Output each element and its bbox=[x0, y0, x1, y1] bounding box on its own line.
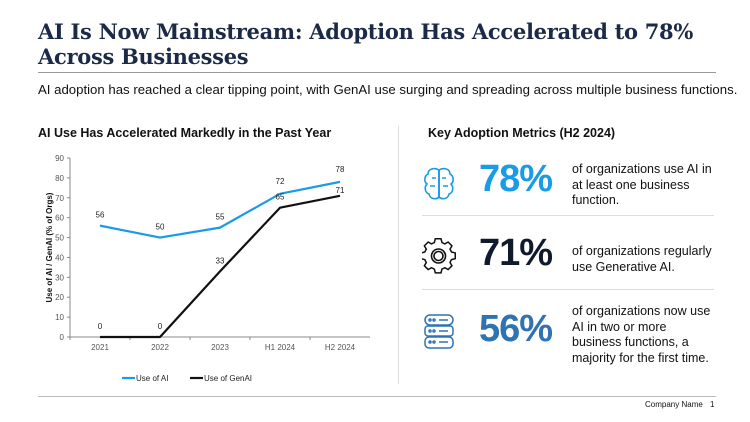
subtitle: AI adoption has reached a clear tipping … bbox=[38, 82, 738, 97]
metric-description: of organizations now use AI in two or mor… bbox=[572, 304, 711, 365]
page-title: AI Is Now Mainstream: Adoption Has Accel… bbox=[38, 19, 694, 69]
section-divider bbox=[398, 126, 399, 384]
y-axis-label: Use of AI / GenAI (% of Orgs) bbox=[45, 192, 54, 302]
data-label: 0 bbox=[158, 322, 163, 331]
data-label: 0 bbox=[98, 322, 103, 331]
y-tick-label: 30 bbox=[55, 273, 64, 282]
y-tick-label: 20 bbox=[55, 293, 64, 302]
y-tick-label: 80 bbox=[55, 174, 64, 183]
y-tick-label: 90 bbox=[55, 154, 64, 163]
metric-ai-use: 78% of organizations use AI in at least o… bbox=[422, 150, 716, 220]
data-label: 55 bbox=[216, 213, 225, 222]
metric-value: 78% bbox=[479, 158, 553, 200]
gear-icon bbox=[422, 237, 456, 274]
page-number: 1 bbox=[710, 400, 715, 409]
metric-description: of organizations use AI in at least one b… bbox=[572, 162, 712, 207]
y-tick-label: 70 bbox=[55, 194, 64, 203]
legend-label: Use of GenAI bbox=[204, 374, 252, 383]
series-line-1 bbox=[100, 194, 341, 339]
data-label: 71 bbox=[336, 186, 345, 195]
y-tick-label: 50 bbox=[55, 234, 64, 243]
metric-value: 71% bbox=[479, 232, 553, 274]
data-label: 65 bbox=[276, 193, 285, 202]
x-tick-label: H1 2024 bbox=[265, 343, 296, 352]
metric-divider bbox=[422, 289, 714, 290]
series-line-0 bbox=[99, 180, 341, 239]
company-name: Company Name bbox=[645, 400, 703, 409]
database-icon bbox=[424, 314, 454, 349]
footer-divider bbox=[38, 396, 716, 397]
metric-divider bbox=[422, 215, 714, 216]
x-tick-label: 2022 bbox=[151, 343, 169, 352]
y-tick-label: 0 bbox=[60, 333, 65, 342]
data-label: 56 bbox=[96, 211, 105, 220]
data-label: 78 bbox=[336, 165, 345, 174]
data-label: 50 bbox=[156, 223, 165, 232]
x-tick-label: H2 2024 bbox=[325, 343, 356, 352]
data-label: 72 bbox=[276, 177, 285, 186]
metric-description: of organizations regularly use Generative… bbox=[572, 244, 712, 274]
metrics-heading: Key Adoption Metrics (H2 2024) bbox=[428, 126, 616, 140]
metric-multi-function: 56% of organizations now use AI in two or… bbox=[422, 300, 716, 370]
legend-label: Use of AI bbox=[136, 374, 168, 383]
title-divider bbox=[38, 72, 716, 73]
metric-genai-use: 71% of organizations regularly use Genera… bbox=[422, 222, 716, 292]
y-tick-label: 40 bbox=[55, 253, 64, 262]
line-chart: 0 10 20 30 40 50 60 70 80 90 2021 2022 2023 H1 2024 H2… bbox=[45, 154, 370, 383]
brain-icon bbox=[424, 167, 454, 200]
x-tick-label: 2021 bbox=[91, 343, 109, 352]
y-tick-label: 60 bbox=[55, 214, 64, 223]
x-tick-label: 2023 bbox=[211, 343, 229, 352]
data-label: 33 bbox=[216, 256, 225, 265]
y-tick-label: 10 bbox=[55, 313, 64, 322]
chart-heading: AI Use Has Accelerated Markedly in the P… bbox=[38, 126, 332, 140]
metric-value: 56% bbox=[479, 308, 553, 350]
